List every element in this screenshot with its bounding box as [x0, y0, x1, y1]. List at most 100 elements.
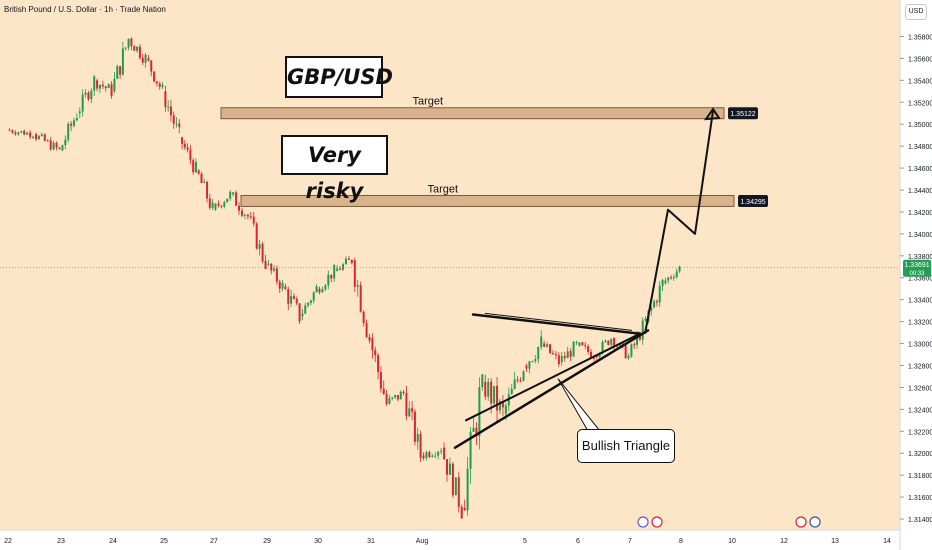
- candle-body: [70, 123, 73, 126]
- candle-body: [451, 463, 454, 496]
- x-tick-label: 5: [523, 538, 527, 545]
- candle-body: [34, 134, 37, 140]
- candle-body: [26, 132, 29, 135]
- candle-body: [93, 76, 96, 91]
- candle-body: [281, 282, 284, 289]
- event-icon[interactable]: [651, 516, 663, 528]
- candle-body: [557, 355, 560, 365]
- candle-body: [304, 305, 307, 314]
- candle-body: [463, 508, 466, 511]
- target-label: Target: [428, 183, 459, 195]
- y-tick-label: 1.35200: [908, 100, 932, 107]
- candle-body: [270, 263, 273, 271]
- candle-body: [377, 355, 380, 372]
- candle-body: [636, 335, 639, 345]
- candle-body: [481, 374, 484, 388]
- candle-body: [46, 140, 49, 142]
- candle-body: [581, 342, 584, 346]
- candle-body: [200, 173, 203, 183]
- candle-body: [192, 160, 195, 173]
- projection-path[interactable]: [644, 110, 714, 334]
- candle-body: [208, 198, 211, 208]
- event-icon[interactable]: [795, 516, 807, 528]
- candle-body: [678, 266, 681, 272]
- candle-body: [531, 361, 534, 363]
- projection-arrow-head: [703, 107, 721, 121]
- candle-body: [448, 463, 451, 475]
- candle-body: [104, 86, 107, 89]
- candle-body: [333, 264, 336, 279]
- candle-body: [650, 307, 653, 311]
- x-tick-label: 27: [210, 538, 218, 545]
- candle-body: [8, 129, 11, 131]
- candle-body: [365, 323, 368, 337]
- x-tick-label: 31: [367, 538, 375, 545]
- candle-body: [604, 340, 607, 342]
- last-price-badge: [903, 259, 931, 277]
- candle-body: [178, 123, 181, 128]
- x-tick-label: 14: [883, 538, 891, 545]
- candle-body: [537, 346, 540, 360]
- triangle-upper-line[interactable]: [471, 313, 642, 335]
- countdown-text: 00:33: [909, 271, 925, 277]
- candle-body: [235, 192, 238, 206]
- candle-body: [431, 455, 434, 457]
- candle-body: [653, 301, 656, 308]
- candle-body: [133, 46, 136, 51]
- candle-body: [408, 408, 411, 417]
- triangle-upper-line-thin[interactable]: [484, 312, 633, 331]
- candle-body: [543, 343, 546, 347]
- y-tick-label: 1.35400: [908, 78, 932, 85]
- candle-body: [147, 58, 150, 61]
- candle-body: [130, 38, 133, 47]
- y-tick-label: 1.33800: [908, 254, 932, 261]
- candle-body: [197, 170, 200, 174]
- event-icon[interactable]: [637, 516, 649, 528]
- candle-body: [382, 388, 385, 394]
- candle-body: [107, 84, 110, 89]
- candle-body: [411, 408, 414, 412]
- time-axis-bg[interactable]: [0, 530, 900, 550]
- candle-body: [158, 83, 161, 87]
- candle-body: [321, 289, 324, 293]
- triangle-lower-line[interactable]: [453, 329, 650, 449]
- y-tick-label: 1.32800: [908, 363, 932, 370]
- candle-body: [327, 274, 330, 286]
- candle-body: [292, 296, 295, 299]
- candle-body: [469, 431, 472, 469]
- y-tick-label: 1.31600: [908, 495, 932, 502]
- candle-body: [551, 353, 554, 355]
- candle-body: [167, 106, 170, 108]
- candle-body: [487, 381, 490, 397]
- candle-body: [90, 90, 93, 100]
- candle-body: [443, 447, 446, 460]
- candle-body: [475, 427, 478, 437]
- candle-body: [519, 379, 522, 381]
- candle-body: [87, 92, 90, 100]
- candle-body: [437, 451, 440, 456]
- candle-body: [183, 143, 186, 148]
- candle-body: [99, 84, 101, 89]
- candle-body: [217, 203, 220, 206]
- currency-button[interactable]: USD: [905, 4, 927, 20]
- candle-body: [670, 277, 673, 279]
- candle-body: [592, 357, 595, 359]
- candle-body: [516, 379, 519, 381]
- y-tick-label: 1.35600: [908, 56, 932, 63]
- candle-body: [119, 66, 122, 75]
- candle-body: [226, 198, 229, 203]
- candle-body: [116, 66, 119, 79]
- y-tick-label: 1.33200: [908, 320, 932, 327]
- candle-body: [405, 392, 408, 417]
- triangle-inner-line[interactable]: [465, 332, 641, 422]
- candle-body: [81, 94, 84, 112]
- candle-body: [624, 345, 627, 359]
- y-tick-label: 1.34400: [908, 188, 932, 195]
- candle-body: [298, 303, 301, 322]
- target-zone: [240, 194, 735, 207]
- event-icon[interactable]: [809, 516, 821, 528]
- candle-body: [64, 139, 67, 146]
- candle-body: [641, 320, 644, 340]
- candle-body: [522, 371, 525, 381]
